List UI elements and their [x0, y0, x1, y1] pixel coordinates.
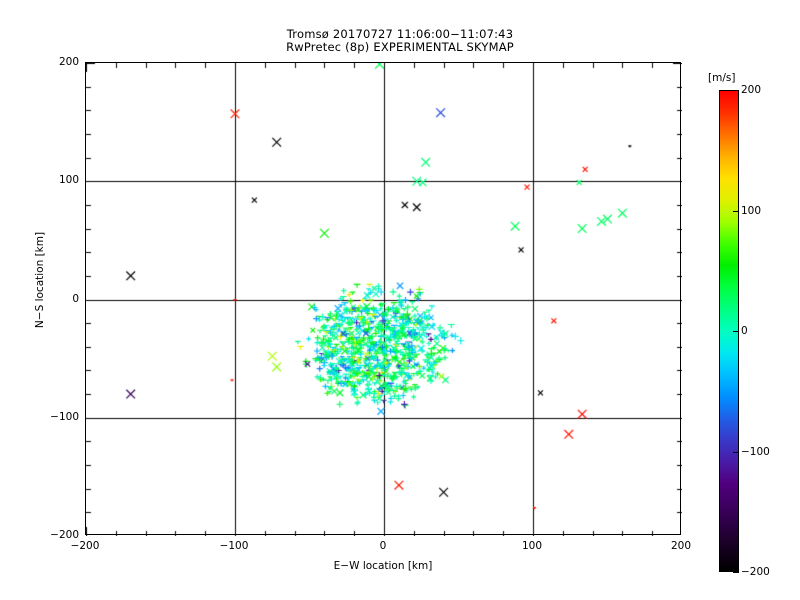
x-axis-title: E−W location [km]	[333, 560, 433, 572]
colorbar-tick-label: −100	[741, 445, 770, 458]
x-tick-label: 200	[670, 540, 692, 552]
y-axis-title: N−S location [km]	[34, 231, 46, 329]
colorbar-tickmark	[733, 90, 739, 91]
colorbar-tickmark	[733, 451, 739, 453]
colorbar-tick-labels: 200 100 0 −100 −200	[719, 84, 779, 578]
colorbar-tickmark	[733, 331, 739, 332]
colorbar-tick-label: −200	[741, 566, 770, 578]
x-tick-label: −100	[219, 540, 249, 552]
colorbar-title: [m/s]	[708, 72, 736, 84]
scatter-canvas	[86, 63, 682, 536]
title-line-2: RwPretec (8p) EXPERIMENTAL SKYMAP	[286, 40, 514, 54]
x-tick-label: −200	[70, 540, 100, 552]
x-tick-label: 0	[379, 540, 387, 552]
plot-title: Tromsø 20170727 11:06:00−11:07:43 RwPret…	[0, 28, 800, 54]
colorbar-tickmark	[733, 210, 739, 212]
x-tick-label: 100	[521, 540, 543, 552]
colorbar-tick-label: 100	[741, 204, 762, 217]
y-tick-label: 100	[58, 174, 79, 187]
y-tick-label: 200	[58, 56, 79, 68]
colorbar-tickmark	[733, 572, 739, 573]
plot-area	[85, 62, 682, 536]
title-line-1: Tromsø 20170727 11:06:00−11:07:43	[286, 27, 514, 41]
colorbar-tick-label: 0	[741, 325, 748, 337]
y-tick-label: 0	[72, 292, 79, 305]
y-tick-label: −200	[50, 529, 79, 541]
colorbar-tick-label: 200	[741, 84, 762, 96]
y-tick-label: −100	[50, 410, 79, 423]
colorbar: [m/s] 200 100 0 −100 −200	[700, 60, 800, 578]
